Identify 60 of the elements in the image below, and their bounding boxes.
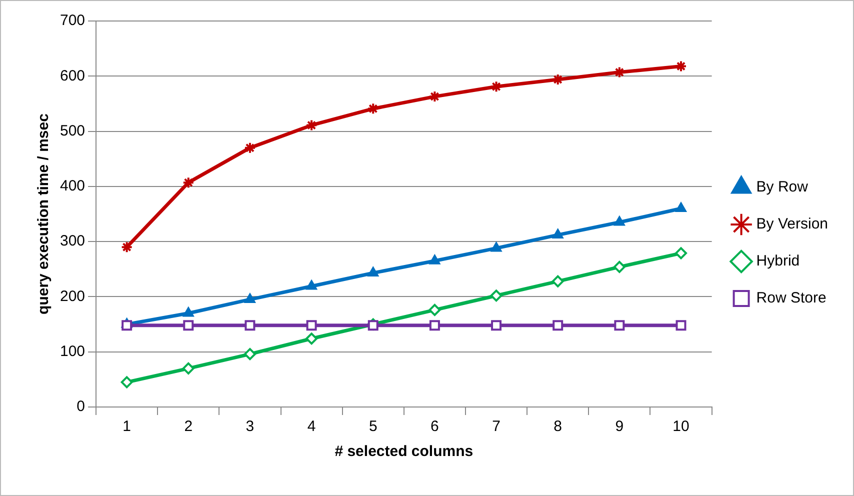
x-tick-label: 1 bbox=[122, 418, 131, 436]
point bbox=[120, 376, 133, 388]
point bbox=[552, 275, 564, 288]
y-tick-label: 700 bbox=[60, 12, 86, 30]
point bbox=[490, 290, 502, 302]
x-tick-label: 4 bbox=[307, 418, 316, 436]
point bbox=[491, 320, 502, 331]
point bbox=[182, 362, 194, 374]
point bbox=[368, 320, 378, 331]
x-tick-label: 7 bbox=[492, 418, 500, 436]
point bbox=[244, 320, 256, 331]
x-axis-title: # selected columns bbox=[334, 443, 474, 460]
point bbox=[244, 293, 256, 303]
x-tick-label: 10 bbox=[672, 418, 690, 436]
x-tick-label: 9 bbox=[615, 418, 624, 436]
y-tick-label: 500 bbox=[60, 122, 86, 140]
point bbox=[367, 102, 380, 115]
point bbox=[306, 280, 317, 290]
point bbox=[676, 202, 686, 212]
point bbox=[613, 260, 626, 273]
y-tick-label: 600 bbox=[60, 67, 86, 84]
point bbox=[490, 242, 502, 252]
point bbox=[552, 320, 564, 331]
point bbox=[306, 119, 318, 132]
legend-label: By Row bbox=[756, 178, 808, 196]
point bbox=[244, 142, 256, 154]
y-tick-label: 200 bbox=[60, 288, 86, 305]
point bbox=[122, 320, 132, 331]
y-tick-label: 100 bbox=[60, 343, 86, 360]
x-tick-label: 2 bbox=[184, 418, 193, 436]
point bbox=[368, 267, 378, 277]
legend-label: Row Store bbox=[756, 290, 826, 307]
point bbox=[676, 320, 686, 331]
legend-label: Hybrid bbox=[756, 252, 800, 270]
point bbox=[613, 66, 626, 78]
point bbox=[490, 80, 502, 93]
x-tick-label: 8 bbox=[554, 418, 562, 436]
point bbox=[183, 320, 194, 331]
x-tick-label: 3 bbox=[246, 418, 254, 436]
y-tick-label: 400 bbox=[60, 178, 86, 195]
point bbox=[120, 241, 133, 254]
point bbox=[306, 320, 317, 331]
x-tick-label: 6 bbox=[430, 418, 439, 436]
point bbox=[429, 254, 440, 264]
y-axis-title: query execution time / msec bbox=[35, 114, 52, 314]
y-tick-label: 0 bbox=[76, 398, 86, 416]
point bbox=[614, 216, 625, 226]
legend-label: By Version bbox=[756, 216, 828, 233]
point bbox=[306, 332, 318, 345]
point bbox=[429, 320, 440, 331]
x-tick-label: 5 bbox=[368, 418, 378, 436]
point bbox=[428, 304, 441, 316]
point bbox=[675, 247, 688, 260]
point bbox=[182, 176, 194, 189]
point bbox=[614, 320, 625, 331]
point bbox=[183, 307, 194, 317]
point bbox=[675, 60, 688, 72]
y-tick-label: 300 bbox=[60, 232, 86, 250]
point bbox=[552, 228, 564, 238]
point bbox=[244, 348, 256, 360]
